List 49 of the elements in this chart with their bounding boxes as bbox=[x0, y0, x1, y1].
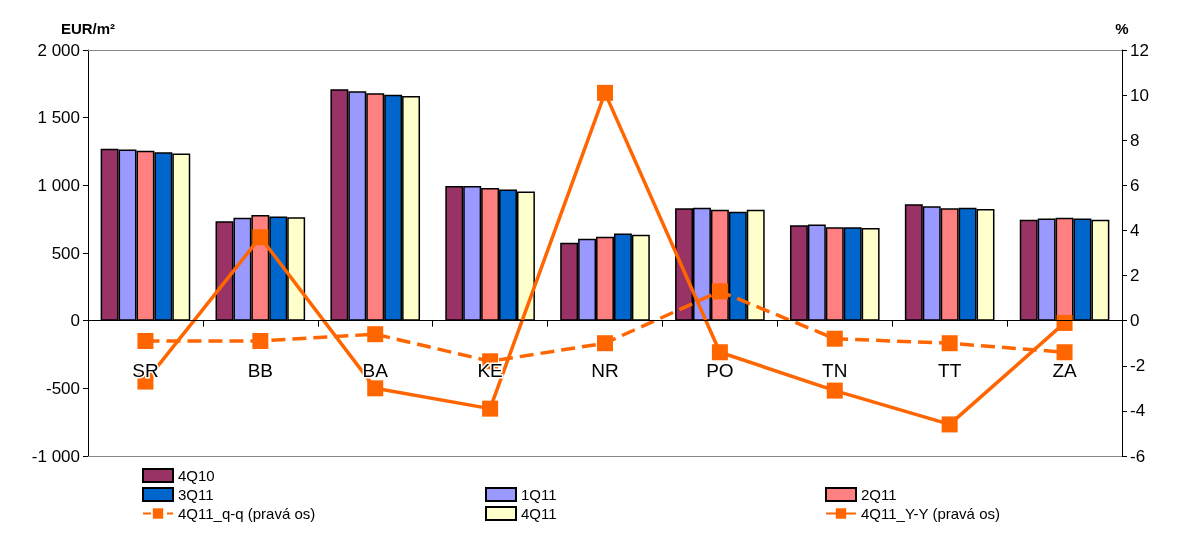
y-tick-label: 500 bbox=[51, 243, 80, 263]
y-tick-label: 2 000 bbox=[37, 40, 80, 60]
y2-tick-label: 0 bbox=[1130, 311, 1140, 331]
y2-tick-label: -4 bbox=[1130, 401, 1146, 421]
point bbox=[597, 335, 613, 352]
y2-tick-label: 10 bbox=[1130, 85, 1149, 105]
legend-label: 2Q11 bbox=[861, 486, 897, 503]
point bbox=[252, 229, 269, 246]
y-tick-label: 1 000 bbox=[37, 175, 80, 195]
y2-tick-label: 6 bbox=[1130, 175, 1140, 195]
x-tick-label: PO bbox=[706, 359, 734, 381]
point bbox=[597, 84, 613, 101]
y-tick-label: 0 bbox=[70, 311, 80, 331]
point bbox=[252, 332, 269, 349]
y-axis-title: EUR/m² bbox=[60, 20, 116, 37]
point bbox=[1056, 314, 1073, 331]
y2-axis-title: % bbox=[1115, 20, 1129, 37]
legend-label: 1Q11 bbox=[521, 486, 557, 503]
y-tick-label: 1 500 bbox=[37, 108, 80, 128]
y2-tick-label: 12 bbox=[1130, 40, 1149, 60]
legend-label: 4Q11_Y-Y (pravá os) bbox=[861, 505, 1000, 522]
point bbox=[941, 335, 958, 352]
y-tick-label: -500 bbox=[45, 378, 80, 398]
x-tick-label: NR bbox=[591, 359, 619, 381]
point bbox=[711, 344, 728, 361]
x-tick-label: BA bbox=[362, 359, 389, 381]
point bbox=[482, 400, 499, 417]
legend-label: 4Q11_q-q (pravá os) bbox=[178, 505, 316, 522]
y2-tick-label: -6 bbox=[1130, 446, 1146, 466]
point bbox=[137, 332, 154, 349]
point bbox=[367, 326, 384, 343]
point bbox=[1056, 344, 1073, 361]
y2-tick-label: 8 bbox=[1130, 130, 1140, 150]
y-tick-label: -1 000 bbox=[31, 446, 80, 466]
point bbox=[826, 382, 843, 399]
legend-label: 4Q11 bbox=[521, 505, 557, 522]
y2-tick-label: 2 bbox=[1130, 266, 1140, 286]
y2-tick-label: -2 bbox=[1130, 356, 1146, 376]
x-tick-label: ZA bbox=[1052, 359, 1078, 381]
x-tick-label: TN bbox=[822, 359, 848, 381]
point bbox=[367, 380, 384, 397]
point bbox=[711, 283, 728, 300]
x-tick-label: BB bbox=[247, 359, 274, 381]
legend-label: 3Q11 bbox=[178, 486, 214, 503]
point bbox=[941, 416, 958, 433]
x-tick-label: TT bbox=[938, 359, 962, 381]
point bbox=[826, 330, 843, 347]
legend-label: 4Q10 bbox=[178, 467, 215, 484]
y2-tick-label: 4 bbox=[1130, 220, 1140, 240]
